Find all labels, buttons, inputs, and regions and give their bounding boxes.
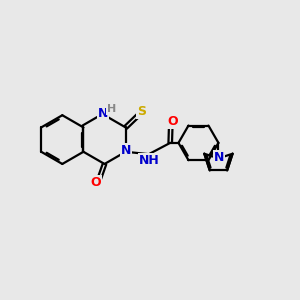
- Text: NH: NH: [139, 154, 160, 167]
- Text: S: S: [137, 105, 146, 118]
- Text: N: N: [214, 151, 224, 164]
- Text: O: O: [90, 176, 101, 190]
- Text: O: O: [167, 115, 178, 128]
- Text: N: N: [98, 107, 108, 120]
- Text: N: N: [121, 144, 131, 158]
- Text: H: H: [107, 104, 117, 114]
